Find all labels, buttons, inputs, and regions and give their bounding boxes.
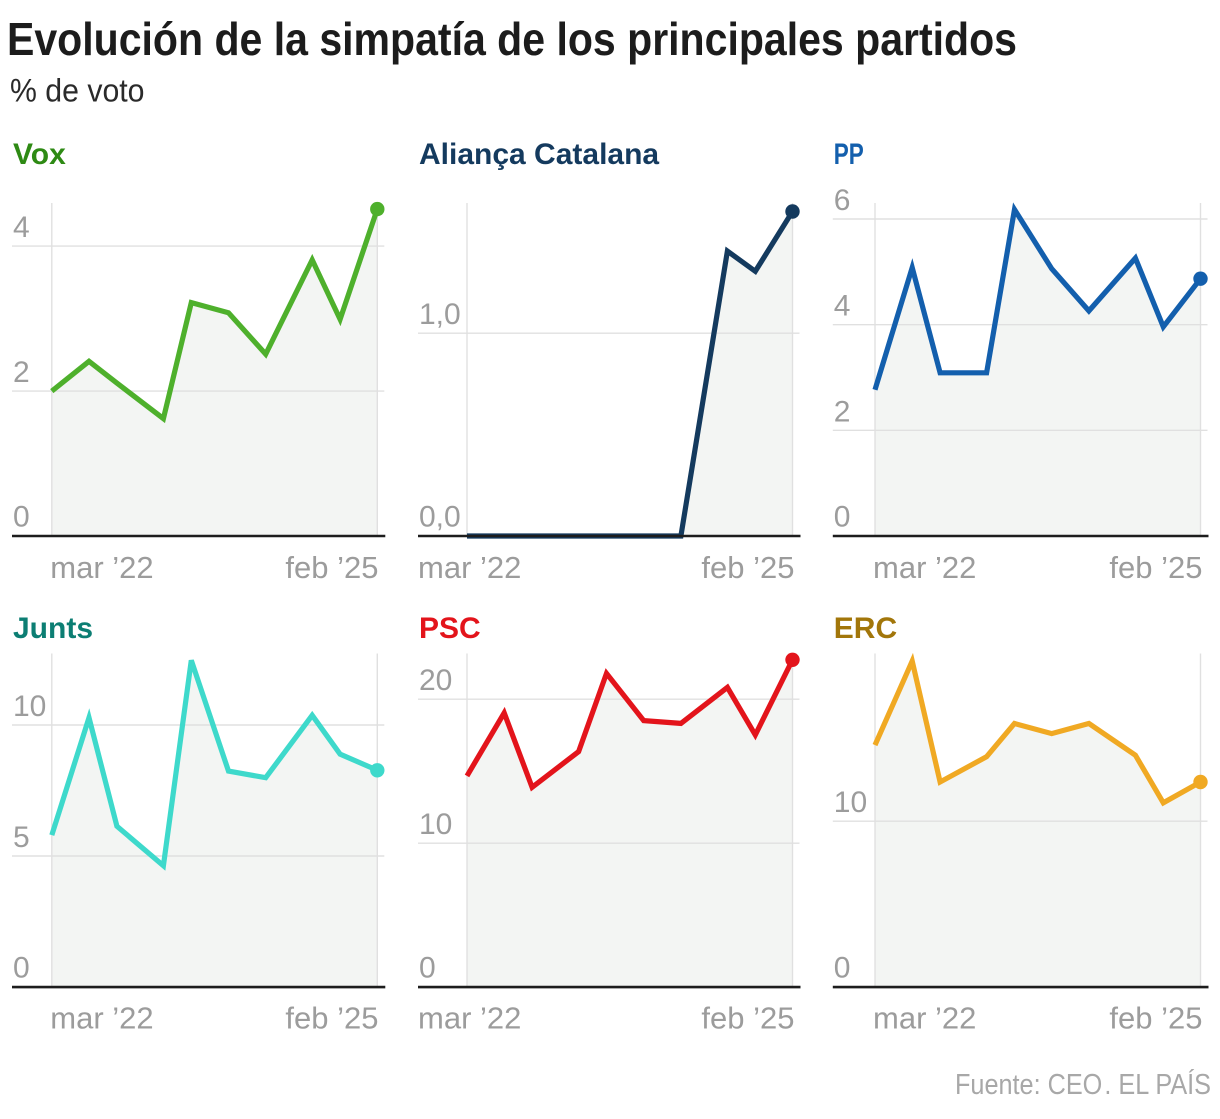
svg-text:mar ’22: mar ’22: [418, 1001, 521, 1036]
svg-text:PP: PP: [834, 138, 864, 171]
svg-text:0: 0: [13, 952, 30, 985]
svg-text:mar ’22: mar ’22: [50, 1001, 153, 1036]
svg-text:mar ’22: mar ’22: [50, 550, 153, 585]
svg-text:6: 6: [834, 184, 851, 217]
svg-text:10: 10: [13, 690, 46, 723]
svg-text:0: 0: [834, 501, 851, 534]
svg-text:mar ’22: mar ’22: [418, 550, 521, 585]
svg-text:feb ’25: feb ’25: [701, 550, 794, 585]
svg-text:feb ’25: feb ’25: [1109, 1001, 1202, 1036]
svg-text:1,0: 1,0: [419, 298, 461, 331]
svg-text:Junts: Junts: [13, 612, 93, 645]
svg-text:feb ’25: feb ’25: [1109, 550, 1202, 585]
svg-text:2: 2: [834, 395, 851, 428]
svg-text:Vox: Vox: [13, 138, 66, 171]
svg-text:feb ’25: feb ’25: [285, 550, 378, 585]
svg-text:Fuente: CEO . EL PAÍS: Fuente: CEO . EL PAÍS: [955, 1068, 1211, 1101]
svg-text:0: 0: [834, 952, 851, 985]
svg-text:% de voto: % de voto: [10, 73, 145, 109]
svg-text:Aliança Catalana: Aliança Catalana: [419, 138, 659, 171]
svg-text:feb ’25: feb ’25: [285, 1001, 378, 1036]
svg-text:mar ’22: mar ’22: [873, 1001, 976, 1036]
svg-text:4: 4: [834, 290, 851, 323]
svg-text:0,0: 0,0: [419, 501, 461, 534]
svg-text:10: 10: [419, 808, 452, 841]
svg-text:feb ’25: feb ’25: [701, 1001, 794, 1036]
svg-text:0: 0: [13, 501, 30, 534]
svg-text:4: 4: [13, 211, 30, 244]
svg-text:Evolución de la simpatía de lo: Evolución de la simpatía de los principa…: [7, 13, 1017, 65]
svg-text:10: 10: [834, 786, 867, 819]
svg-text:20: 20: [419, 664, 452, 697]
svg-text:5: 5: [13, 821, 30, 854]
svg-text:ERC: ERC: [834, 612, 897, 645]
svg-text:PSC: PSC: [419, 612, 481, 645]
svg-text:mar ’22: mar ’22: [873, 550, 976, 585]
svg-text:0: 0: [419, 952, 436, 985]
svg-text:2: 2: [13, 356, 30, 389]
